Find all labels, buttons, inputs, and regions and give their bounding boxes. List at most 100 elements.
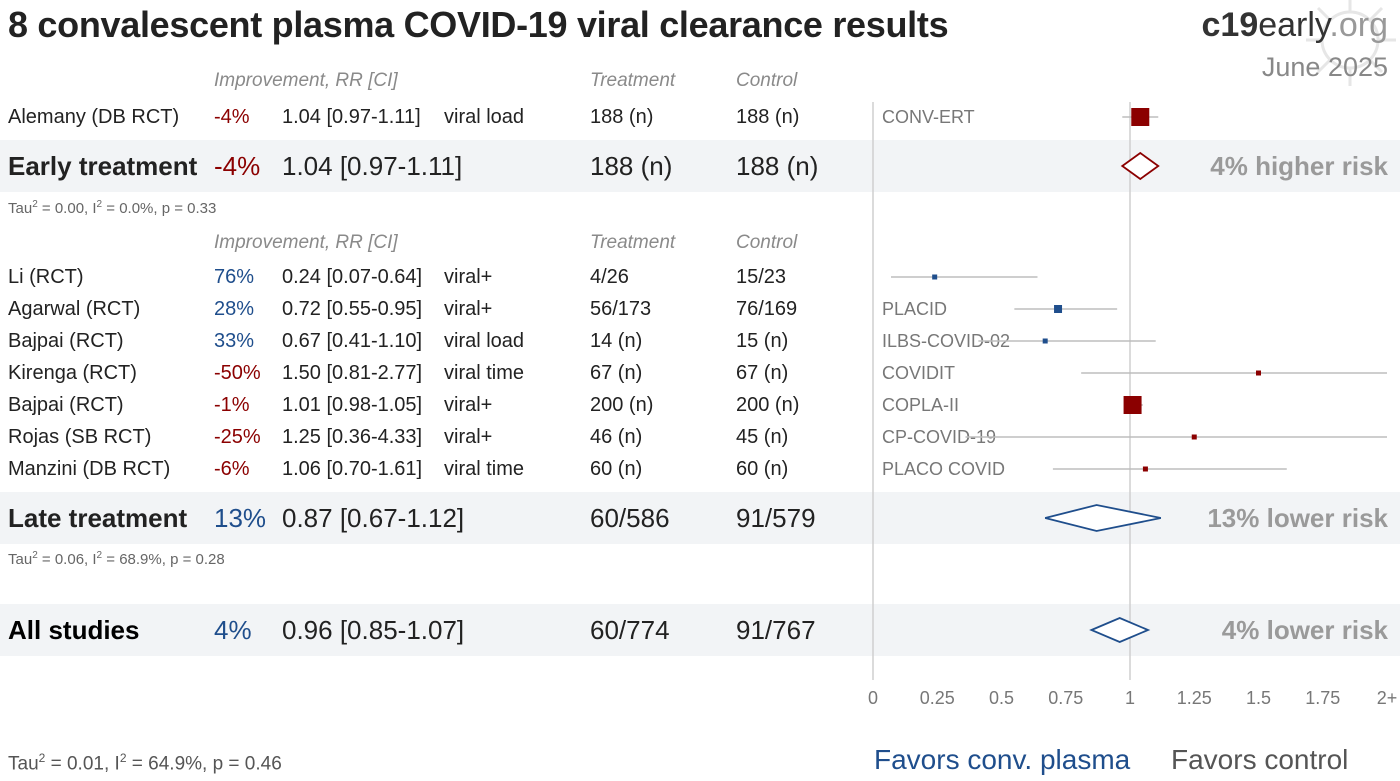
- late-summary-risk: 13% lower risk: [1207, 503, 1388, 533]
- study-name: Alemany (DB RCT): [8, 106, 180, 128]
- study-outcome: viral+: [444, 394, 493, 416]
- early-summary-label: Early treatment: [8, 151, 198, 181]
- effect-marker: [1123, 396, 1142, 414]
- x-tick-label: 0.75: [1048, 688, 1083, 708]
- header-improvement-early: Improvement, RR [CI]: [214, 70, 398, 91]
- all-stats-tau: Tau: [8, 753, 39, 775]
- study-outcome: viral time: [444, 458, 525, 480]
- all-stats-tau-tail: = 0.01, I: [45, 753, 120, 775]
- x-tick-label: 1.75: [1305, 688, 1340, 708]
- study-rr: 1.01 [0.98-1.05]: [282, 394, 423, 416]
- late-summary-band: [0, 492, 1400, 544]
- study-control: 15/23: [736, 266, 787, 288]
- x-tick-label: 0.5: [989, 688, 1014, 708]
- study-treatment: 46 (n): [590, 426, 643, 448]
- study-trial: PLACO COVID: [882, 459, 1006, 479]
- study-name: Rojas (SB RCT): [8, 426, 152, 448]
- header-improvement-late: Improvement, RR [CI]: [214, 232, 398, 253]
- study-name: Bajpai (RCT): [8, 394, 124, 416]
- study-treatment: 60 (n): [590, 458, 643, 480]
- early-summary-rr: 1.04 [0.97-1.11]: [282, 151, 463, 181]
- study-trial: CONV-ERT: [882, 107, 975, 127]
- late-summary-improvement: 13%: [214, 503, 267, 533]
- late-summary-control: 91/579: [736, 503, 816, 533]
- study-control: 76/169: [736, 298, 798, 320]
- x-tick-label: 1: [1125, 688, 1135, 708]
- study-outcome: viral time: [444, 362, 525, 384]
- study-control: 188 (n): [736, 106, 800, 128]
- study-control: 15 (n): [736, 330, 789, 352]
- header-control-early: Control: [736, 70, 798, 91]
- study-rr: 0.24 [0.07-0.64]: [282, 266, 423, 288]
- header-control-late: Control: [736, 232, 798, 253]
- header-treatment-late: Treatment: [590, 232, 676, 253]
- late-stats-tau-tail: = 0.06, I: [37, 551, 97, 568]
- study-control: 200 (n): [736, 394, 800, 416]
- study-trial: COPLA-II: [882, 395, 960, 415]
- study-outcome: viral+: [444, 426, 493, 448]
- x-tick-label: 2+: [1377, 688, 1398, 708]
- study-trial: CP-COVID-19: [882, 427, 997, 447]
- study-rr: 0.72 [0.55-0.95]: [282, 298, 423, 320]
- page-title: 8 convalescent plasma COVID-19 viral cle…: [8, 4, 949, 45]
- all-summary-risk: 4% lower risk: [1221, 615, 1388, 645]
- x-tick-label: 1.25: [1177, 688, 1212, 708]
- x-tick-label: 0: [868, 688, 878, 708]
- effect-marker: [1191, 434, 1197, 440]
- study-treatment: 188 (n): [590, 106, 654, 128]
- study-outcome: viral+: [444, 298, 493, 320]
- virus-watermark-icon: [1306, 0, 1396, 86]
- study-treatment: 4/26: [590, 266, 629, 288]
- effect-marker: [932, 274, 938, 280]
- late-summary-rr: 0.87 [0.67-1.12]: [282, 503, 465, 533]
- header-treatment-early: Treatment: [590, 70, 676, 91]
- late-summary-label: Late treatment: [8, 503, 188, 533]
- x-tick-label: 0.25: [920, 688, 955, 708]
- early-stats: Tau2 = 0.00, I2 = 0.0%, p = 0.33: [8, 199, 217, 217]
- late-summary-treatment: 60/586: [590, 503, 670, 533]
- early-stats-i-tail: = 0.0%, p = 0.33: [102, 200, 217, 217]
- study-rr: 1.25 [0.36-4.33]: [282, 426, 423, 448]
- early-summary-band: [0, 140, 1400, 192]
- study-rr: 0.67 [0.41-1.10]: [282, 330, 423, 352]
- study-trial: ILBS-COVID-02: [882, 331, 1011, 351]
- study-name: Agarwal (RCT): [8, 298, 141, 320]
- early-summary-risk: 4% higher risk: [1210, 151, 1388, 181]
- all-summary-control: 91/767: [736, 615, 816, 645]
- study-treatment: 56/173: [590, 298, 652, 320]
- brand-logo[interactable]: c19early.org: [1202, 6, 1389, 45]
- study-treatment: 67 (n): [590, 362, 643, 384]
- study-rr: 1.04 [0.97-1.11]: [282, 106, 421, 128]
- all-summary-improvement: 4%: [214, 615, 252, 645]
- study-improvement: -1%: [214, 394, 250, 416]
- study-treatment: 14 (n): [590, 330, 643, 352]
- favors-control-label: Favors control: [1171, 744, 1349, 775]
- brand-org: .org: [1329, 6, 1388, 44]
- study-name: Kirenga (RCT): [8, 362, 137, 384]
- late-stats-i-tail: = 68.9%, p = 0.28: [102, 551, 225, 568]
- study-name: Manzini (DB RCT): [8, 458, 171, 480]
- effect-marker: [1042, 338, 1048, 344]
- early-summary-treatment: 188 (n): [590, 151, 673, 181]
- study-name: Li (RCT): [8, 266, 84, 288]
- study-trial: COVIDIT: [882, 363, 956, 383]
- study-trial: PLACID: [882, 299, 948, 319]
- study-improvement: 76%: [214, 266, 255, 288]
- study-outcome: viral load: [444, 330, 525, 352]
- pooled-diamond: [1089, 617, 1151, 643]
- all-stats: Tau2 = 0.01, I2 = 64.9%, p = 0.46: [8, 751, 282, 775]
- early-summary-improvement: -4%: [214, 151, 261, 181]
- favors-treatment-label: Favors conv. plasma: [874, 744, 1131, 775]
- study-control: 60 (n): [736, 458, 789, 480]
- effect-marker: [1131, 108, 1150, 126]
- late-stats-tau: Tau: [8, 551, 33, 568]
- study-name: Bajpai (RCT): [8, 330, 124, 352]
- brand-early: early: [1258, 6, 1330, 44]
- all-stats-i-tail: = 64.9%, p = 0.46: [126, 753, 282, 775]
- study-control: 45 (n): [736, 426, 789, 448]
- brand-date: June 2025: [1261, 52, 1388, 82]
- study-rr: 1.06 [0.70-1.61]: [282, 458, 423, 480]
- study-improvement: -6%: [214, 458, 250, 480]
- early-stats-tau-tail: = 0.00, I: [37, 200, 97, 217]
